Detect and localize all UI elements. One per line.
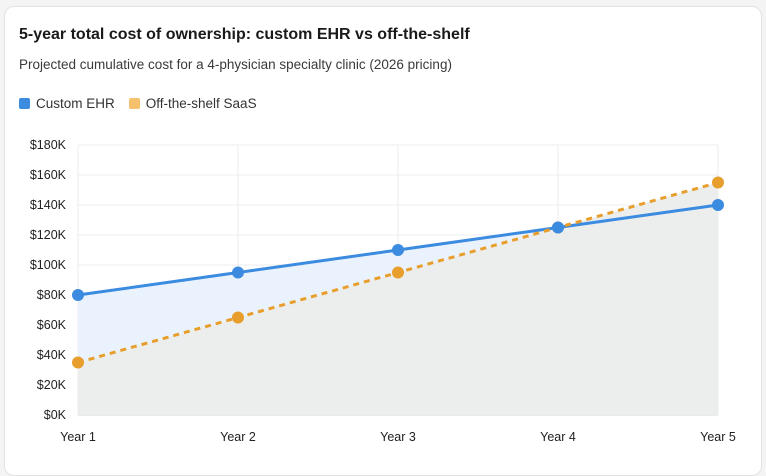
x-tick-label: Year 3 (380, 430, 416, 444)
data-point-custom-ehr (712, 199, 724, 211)
y-tick-label: $100K (30, 258, 67, 272)
data-point-custom-ehr (72, 289, 84, 301)
y-tick-label: $120K (30, 228, 67, 242)
y-tick-label: $80K (37, 288, 67, 302)
area-custom-ehr-fill (78, 205, 718, 363)
chart-subtitle: Projected cumulative cost for a 4-physic… (19, 57, 452, 72)
x-tick-label: Year 4 (540, 430, 576, 444)
legend-swatch-custom-ehr (19, 98, 30, 109)
legend: Custom EHR Off-the-shelf SaaS (19, 96, 271, 111)
y-tick-label: $40K (37, 348, 67, 362)
y-tick-label: $20K (37, 378, 67, 392)
chart-title: 5-year total cost of ownership: custom E… (19, 26, 470, 43)
legend-label-off-the-shelf: Off-the-shelf SaaS (145, 96, 257, 111)
y-tick-label: $0K (44, 408, 67, 422)
legend-swatch-off-the-shelf (128, 98, 140, 109)
y-tick-label: $160K (30, 168, 67, 182)
data-point-off-the-shelf (392, 266, 404, 279)
data-point-off-the-shelf (72, 356, 84, 369)
legend-label-custom-ehr: Custom EHR (36, 96, 115, 111)
legend-item-off-the-shelf[interactable]: Off-the-shelf SaaS (128, 96, 257, 111)
x-tick-label: Year 1 (60, 430, 96, 444)
data-point-custom-ehr (392, 244, 404, 256)
area-baseline-fill (78, 205, 718, 415)
x-tick-label: Year 2 (220, 430, 256, 444)
data-point-off-the-shelf (232, 311, 244, 324)
data-point-custom-ehr (552, 221, 564, 234)
y-tick-label: $60K (37, 318, 67, 332)
y-tick-label: $180K (30, 138, 67, 152)
data-point-off-the-shelf (712, 176, 724, 189)
y-tick-label: $140K (30, 198, 67, 212)
legend-item-custom-ehr[interactable]: Custom EHR (19, 96, 115, 111)
data-point-custom-ehr (232, 266, 244, 279)
x-tick-label: Year 5 (700, 430, 736, 444)
